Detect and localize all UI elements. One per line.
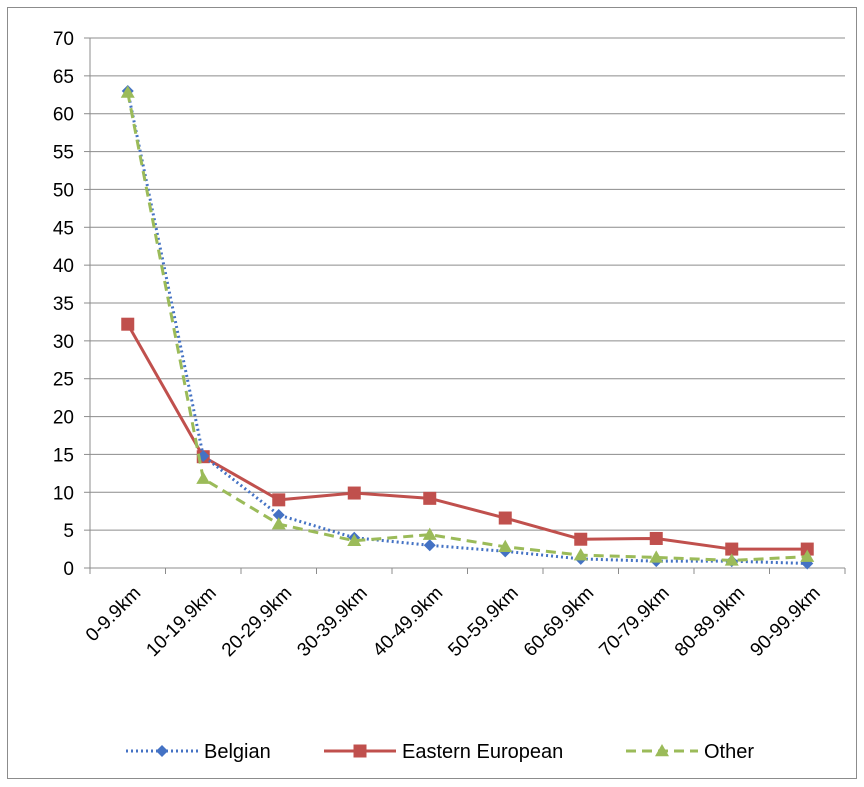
x-tick-label: 40-49.9km xyxy=(369,583,447,661)
x-tick-label: 70-79.9km xyxy=(595,583,673,661)
series-belgian xyxy=(121,85,814,570)
y-tick-label: 35 xyxy=(53,294,74,315)
legend-label: Other xyxy=(704,741,754,763)
data-point xyxy=(725,542,739,556)
legend-item: Other xyxy=(626,741,754,763)
x-tick-label: 10-19.9km xyxy=(142,583,220,661)
legend-label: Belgian xyxy=(204,741,271,763)
data-point xyxy=(347,486,361,500)
y-axis-tick-labels: 0 5 10 15 20 25 30 35 40 45 50 55 60 65 70 xyxy=(53,29,74,580)
x-tick-label: 90-99.9km xyxy=(746,583,824,661)
data-point xyxy=(347,533,362,546)
legend-label: Eastern European xyxy=(402,741,563,763)
x-tick-label: 50-59.9km xyxy=(444,583,522,661)
data-point xyxy=(272,509,285,521)
y-tick-label: 70 xyxy=(53,29,74,50)
axes xyxy=(84,37,846,574)
x-tick-label: 30-39.9km xyxy=(293,583,371,661)
legend-marker xyxy=(156,745,168,757)
legend: Belgian Eastern European Other xyxy=(126,741,754,763)
data-series xyxy=(120,85,815,570)
x-axis-tick-labels: 0-9.9km10-19.9km20-29.9km30-39.9km40-49.… xyxy=(82,583,825,661)
y-tick-label: 10 xyxy=(53,483,74,504)
data-point xyxy=(498,511,512,525)
y-tick-label: 0 xyxy=(63,559,74,580)
legend-marker xyxy=(353,744,367,758)
y-tick-label: 15 xyxy=(53,445,74,466)
y-tick-label: 5 xyxy=(63,521,74,542)
y-tick-label: 25 xyxy=(53,370,74,391)
data-point xyxy=(574,532,588,546)
data-point xyxy=(423,539,436,552)
data-point xyxy=(800,549,815,562)
data-point xyxy=(573,548,588,561)
x-tick-label: 20-29.9km xyxy=(218,583,296,661)
y-tick-label: 45 xyxy=(53,218,74,239)
data-point xyxy=(422,527,437,540)
series-line xyxy=(126,92,808,562)
chart-frame xyxy=(7,7,857,779)
y-tick-label: 20 xyxy=(53,408,74,429)
legend-item: Eastern European xyxy=(324,741,563,763)
y-tick-label: 50 xyxy=(53,180,74,201)
data-point xyxy=(423,491,437,505)
y-tick-label: 55 xyxy=(53,143,74,164)
y-tick-label: 40 xyxy=(53,256,74,277)
x-tick-label: 80-89.9km xyxy=(671,583,749,661)
x-tick-label: 0-9.9km xyxy=(82,583,145,646)
data-point xyxy=(800,542,814,556)
data-point xyxy=(121,317,135,331)
series-eastern-european xyxy=(121,317,814,556)
legend-item: Belgian xyxy=(126,741,271,763)
data-point xyxy=(120,85,135,98)
series-line xyxy=(126,90,808,565)
y-tick-label: 65 xyxy=(53,67,74,88)
data-point xyxy=(271,517,286,530)
x-tick-label: 60-69.9km xyxy=(520,583,598,661)
gridlines xyxy=(90,37,845,531)
data-point xyxy=(649,550,664,563)
data-point xyxy=(196,471,211,484)
legend-marker xyxy=(655,744,669,757)
series-line xyxy=(126,323,808,551)
y-tick-label: 30 xyxy=(53,332,74,353)
series-other xyxy=(120,85,815,566)
y-tick-label: 60 xyxy=(53,105,74,126)
data-point xyxy=(498,539,513,553)
data-point xyxy=(724,553,739,566)
data-point xyxy=(649,531,663,545)
data-point xyxy=(272,493,286,507)
